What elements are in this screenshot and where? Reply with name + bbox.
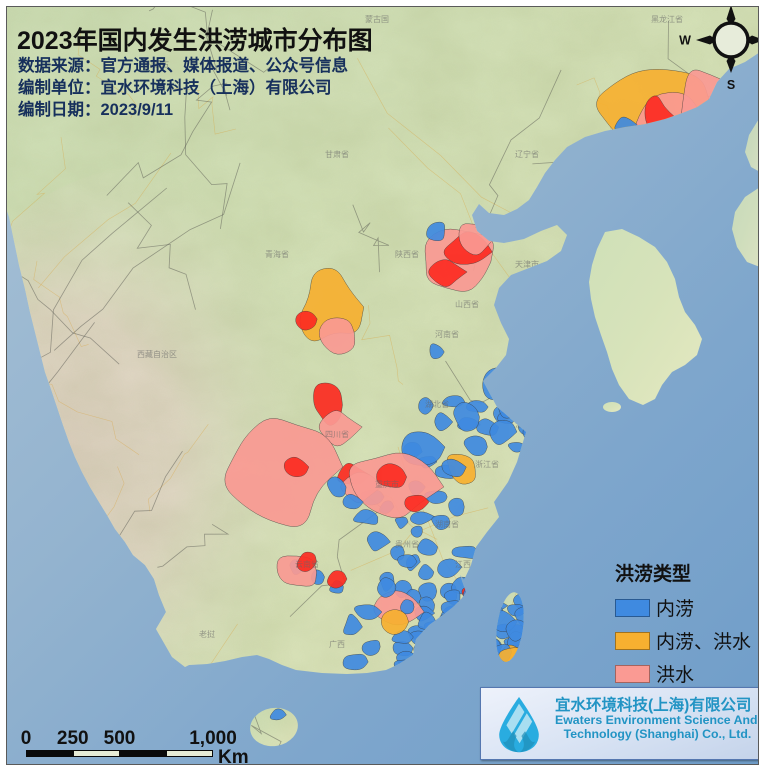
svg-text:吉林省: 吉林省: [595, 169, 619, 179]
svg-text:贵州省: 贵州省: [395, 539, 419, 549]
svg-text:四川省: 四川省: [325, 429, 349, 439]
svg-text:天津市: 天津市: [515, 259, 539, 269]
svg-text:辽宁省: 辽宁省: [515, 149, 539, 159]
svg-text:广西: 广西: [329, 639, 345, 649]
svg-text:江苏省: 江苏省: [515, 419, 539, 429]
svg-text:江西省: 江西省: [455, 559, 479, 569]
svg-text:福建省: 福建省: [465, 589, 489, 599]
svg-text:广东省: 广东省: [435, 629, 459, 639]
svg-text:云南省: 云南省: [295, 559, 319, 569]
svg-text:湖南省: 湖南省: [435, 519, 459, 529]
svg-text:朝鲜: 朝鲜: [679, 229, 695, 239]
svg-text:安徽省: 安徽省: [495, 379, 519, 389]
svg-text:浙江省: 浙江省: [475, 459, 499, 469]
svg-text:越南: 越南: [249, 699, 265, 709]
svg-text:青海省: 青海省: [265, 249, 289, 259]
svg-text:黑龙江省: 黑龙江省: [651, 14, 683, 24]
svg-text:西藏自治区: 西藏自治区: [137, 349, 177, 359]
svg-text:山东省: 山东省: [535, 339, 559, 349]
svg-text:S: S: [727, 78, 735, 92]
svg-text:W: W: [679, 34, 691, 48]
svg-text:老挝: 老挝: [199, 629, 215, 639]
svg-text:湖北省: 湖北省: [425, 399, 449, 409]
svg-text:河南省: 河南省: [435, 329, 459, 339]
svg-text:河北省: 河北省: [475, 219, 499, 229]
svg-text:陕西省: 陕西省: [395, 249, 419, 259]
svg-text:甘肃省: 甘肃省: [325, 149, 349, 159]
svg-text:重庆市: 重庆市: [375, 479, 399, 489]
svg-text:山西省: 山西省: [455, 299, 479, 309]
